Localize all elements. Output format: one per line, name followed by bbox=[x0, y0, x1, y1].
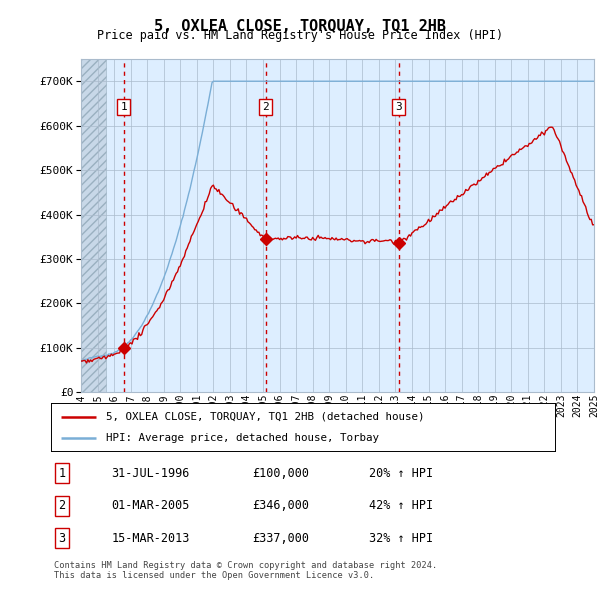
Text: Price paid vs. HM Land Registry's House Price Index (HPI): Price paid vs. HM Land Registry's House … bbox=[97, 30, 503, 42]
Text: 2: 2 bbox=[262, 102, 269, 112]
Text: 3: 3 bbox=[59, 532, 65, 545]
Text: 5, OXLEA CLOSE, TORQUAY, TQ1 2HB (detached house): 5, OXLEA CLOSE, TORQUAY, TQ1 2HB (detach… bbox=[106, 411, 425, 421]
Text: 15-MAR-2013: 15-MAR-2013 bbox=[112, 532, 190, 545]
Text: 1: 1 bbox=[121, 102, 127, 112]
Text: £337,000: £337,000 bbox=[253, 532, 310, 545]
Text: 32% ↑ HPI: 32% ↑ HPI bbox=[368, 532, 433, 545]
Text: 31-JUL-1996: 31-JUL-1996 bbox=[112, 467, 190, 480]
Text: £100,000: £100,000 bbox=[253, 467, 310, 480]
Text: 3: 3 bbox=[395, 102, 402, 112]
Text: £346,000: £346,000 bbox=[253, 499, 310, 512]
Text: 01-MAR-2005: 01-MAR-2005 bbox=[112, 499, 190, 512]
Text: HPI: Average price, detached house, Torbay: HPI: Average price, detached house, Torb… bbox=[106, 433, 379, 443]
Text: Contains HM Land Registry data © Crown copyright and database right 2024.
This d: Contains HM Land Registry data © Crown c… bbox=[54, 560, 437, 580]
Text: 5, OXLEA CLOSE, TORQUAY, TQ1 2HB: 5, OXLEA CLOSE, TORQUAY, TQ1 2HB bbox=[154, 19, 446, 34]
Text: 42% ↑ HPI: 42% ↑ HPI bbox=[368, 499, 433, 512]
Text: 1: 1 bbox=[59, 467, 65, 480]
Text: 2: 2 bbox=[59, 499, 65, 512]
Bar bbox=[81, 59, 106, 392]
Text: 20% ↑ HPI: 20% ↑ HPI bbox=[368, 467, 433, 480]
